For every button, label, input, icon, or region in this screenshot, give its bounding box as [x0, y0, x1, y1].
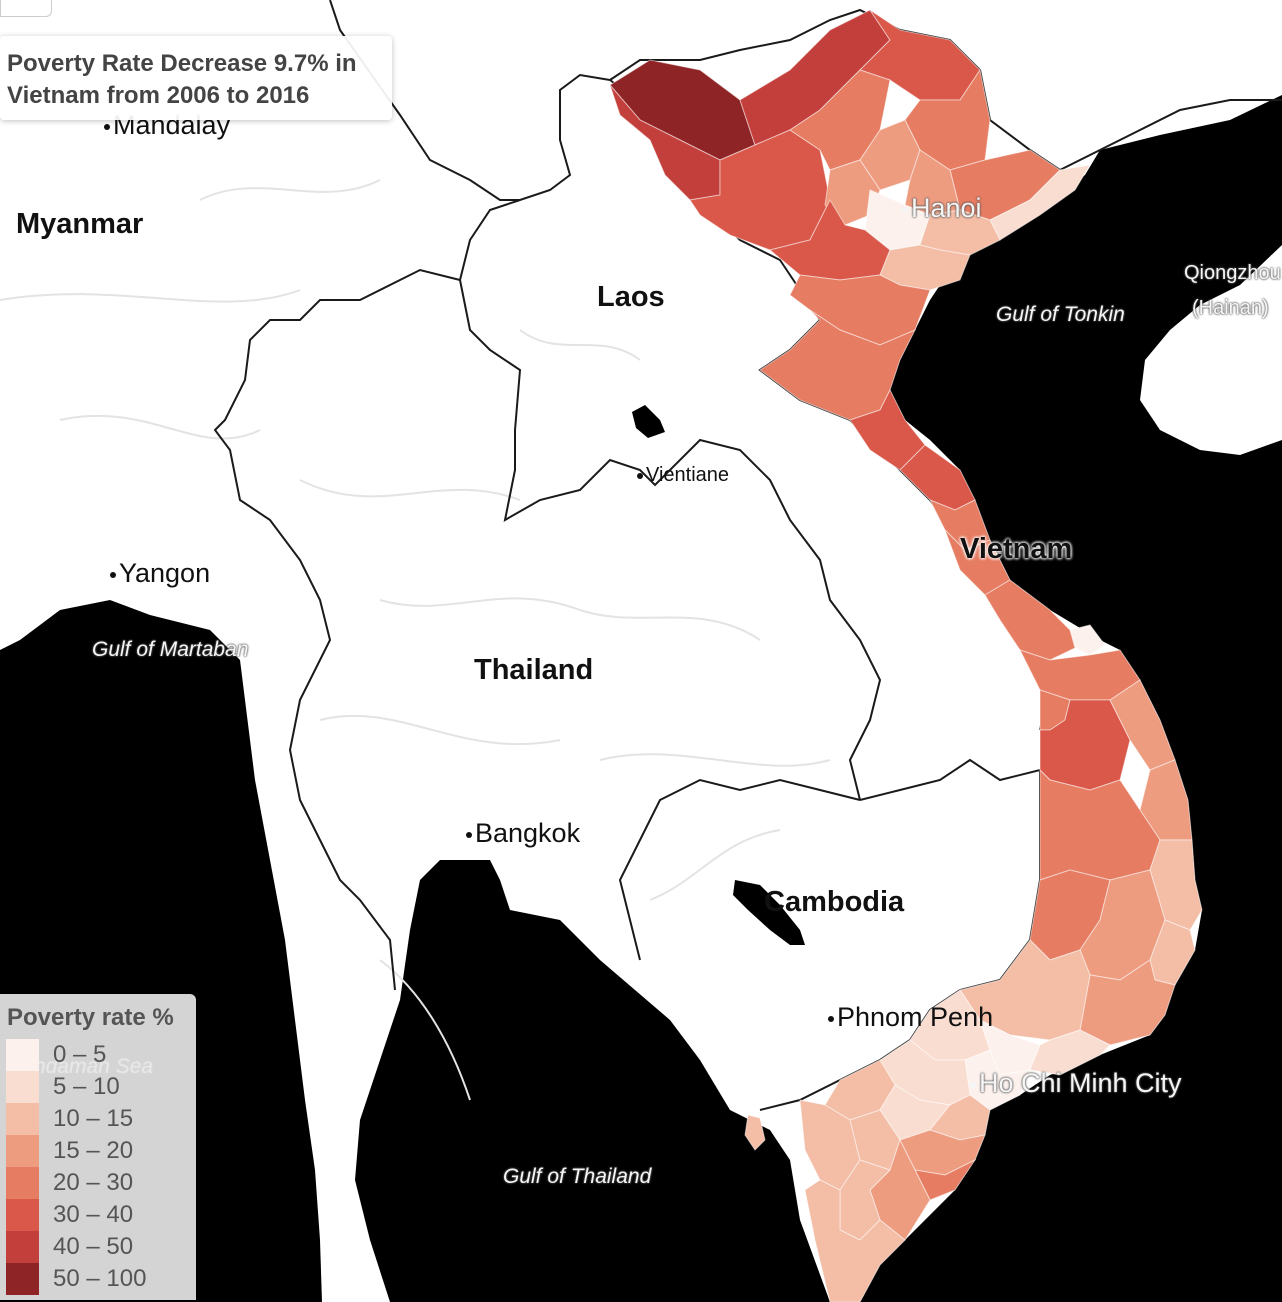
legend-item: 5 – 10	[6, 1071, 146, 1103]
nam-ngum-lake	[632, 405, 665, 438]
vietnam-provinces[interactable]	[609, 9, 1203, 1302]
province-phu-quoc[interactable]	[744, 1114, 766, 1151]
legend-swatch	[6, 1039, 39, 1071]
city-dot-icon	[902, 206, 908, 213]
title-panel: Poverty Rate Decrease 9.7% in Vietnam fr…	[0, 36, 392, 120]
bangkok-text: Bangkok	[475, 818, 581, 848]
province-son-la[interactable]	[689, 129, 831, 251]
city-dot-icon	[828, 1015, 834, 1022]
legend-item: 50 – 100	[6, 1263, 146, 1295]
legend-item: 20 – 30	[6, 1167, 146, 1199]
city-dot-icon	[970, 1081, 976, 1088]
legend-label: 50 – 100	[53, 1265, 147, 1292]
legend-items: 0 – 5 5 – 10 10 – 15 15 – 20 20 – 30 30 – 40 4…	[6, 1039, 146, 1295]
label-ho-chi-minh-city: Ho Chi Minh City	[970, 1068, 1182, 1099]
label-phnom-penh: Phnom Penh	[828, 1002, 993, 1033]
legend-item: 10 – 15	[6, 1103, 146, 1135]
legend-label: 20 – 30	[53, 1169, 134, 1196]
label-gulf-of-thailand: Gulf of Thailand	[503, 1165, 652, 1188]
vientiane-text: Vientiane	[646, 464, 730, 486]
phnom-penh-text: Phnom Penh	[837, 1002, 994, 1032]
legend-label: 0 – 5	[53, 1041, 107, 1068]
label-vientiane: Vientiane	[637, 464, 729, 487]
legend-item: 40 – 50	[6, 1231, 146, 1263]
label-gulf-of-martaban: Gulf of Martaban	[92, 638, 249, 661]
legend-label: 40 – 50	[53, 1233, 134, 1260]
city-dot-icon	[104, 123, 110, 130]
label-laos: Laos	[597, 281, 665, 313]
city-dot-icon	[466, 831, 472, 838]
hanoi-text: Hanoi	[911, 193, 982, 223]
legend-swatch	[6, 1135, 39, 1167]
legend-swatch	[6, 1071, 39, 1103]
hainan-landmass	[1140, 245, 1282, 455]
label-cambodia: Cambodia	[764, 886, 905, 918]
legend-swatch	[6, 1167, 39, 1199]
city-dot-icon	[110, 571, 116, 578]
legend-swatch	[6, 1199, 39, 1231]
legend-label: 30 – 40	[53, 1201, 134, 1228]
legend-label: 10 – 15	[53, 1105, 134, 1132]
legend-swatch	[6, 1231, 39, 1263]
admin-boundaries	[0, 179, 831, 1101]
label-gulf-of-tonkin: Gulf of Tonkin	[996, 303, 1125, 326]
province-dong-nai[interactable]	[1029, 1029, 1111, 1076]
label-thailand: Thailand	[474, 654, 594, 686]
legend-title: Poverty rate %	[7, 1004, 174, 1031]
label-myanmar: Myanmar	[16, 208, 144, 240]
city-dot-icon	[637, 472, 643, 479]
tonle-sap-lake	[733, 880, 805, 945]
ho-chi-minh-text: Ho Chi Minh City	[979, 1068, 1182, 1098]
province-quang-nam[interactable]	[984, 579, 1076, 661]
legend-panel: Poverty rate % 0 – 5 5 – 10 10 – 15 15 – 20…	[0, 994, 196, 1300]
province-ca-mau[interactable]	[804, 1179, 906, 1302]
province-ha-tinh[interactable]	[849, 388, 926, 471]
legend-label: 5 – 10	[53, 1073, 120, 1100]
legend-label: 15 – 20	[53, 1137, 134, 1164]
legend-item: 15 – 20	[6, 1135, 146, 1167]
label-vietnam: Vietnam	[960, 533, 1073, 565]
label-hainan: (Hainan)	[1192, 297, 1269, 319]
map-control-button[interactable]	[0, 0, 52, 17]
legend-item: 0 – 5	[6, 1039, 146, 1071]
label-hanoi: Hanoi	[902, 193, 982, 224]
legend-swatch	[6, 1103, 39, 1135]
legend-item: 30 – 40	[6, 1199, 146, 1231]
label-qiongzhou: Qiongzhou	[1184, 262, 1281, 284]
map-title: Poverty Rate Decrease 9.7% in Vietnam fr…	[7, 50, 357, 109]
legend-swatch	[6, 1263, 39, 1295]
label-yangon: Yangon	[110, 558, 210, 589]
label-bangkok: Bangkok	[466, 818, 580, 849]
yangon-text: Yangon	[119, 558, 211, 588]
